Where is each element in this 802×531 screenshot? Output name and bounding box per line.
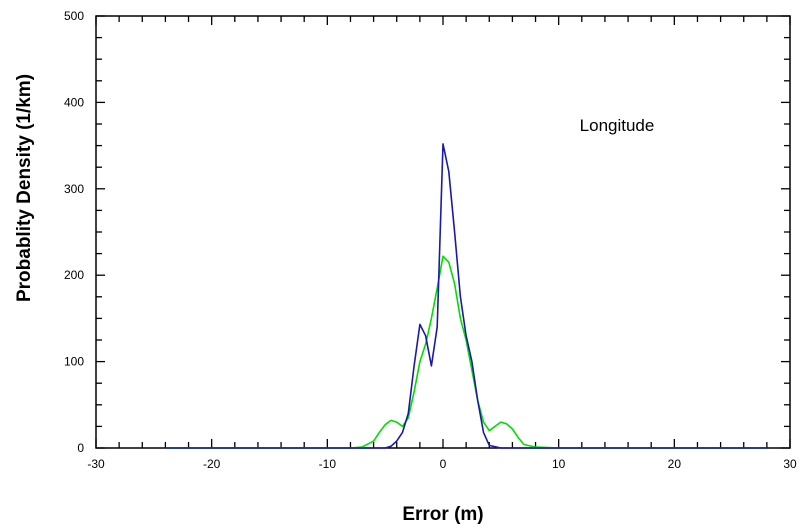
x-axis-title: Error (m) <box>402 504 483 525</box>
x-tick-label: -20 <box>203 457 221 471</box>
y-tick-label: 200 <box>64 268 84 282</box>
x-tick-label: 10 <box>552 457 566 471</box>
series-line-1 <box>165 255 767 449</box>
series-line-2 <box>165 143 767 449</box>
x-tick-label: -30 <box>87 457 105 471</box>
y-tick-label: 100 <box>64 355 84 369</box>
y-tick-label: 0 <box>77 441 84 455</box>
x-tick-label: 20 <box>668 457 682 471</box>
y-axis-title: Probablity Density (1/km) <box>14 74 35 302</box>
x-tick-labels: -30 -20 -10 0 10 20 30 <box>87 457 797 471</box>
series-layer <box>165 143 767 449</box>
y-tick-label: 500 <box>64 9 84 23</box>
y-tick-labels: 0 100 200 300 400 500 <box>64 9 84 455</box>
x-tick-label: 0 <box>440 457 447 471</box>
x-tick-label: -10 <box>319 457 337 471</box>
y-tick-label: 300 <box>64 182 84 196</box>
x-tick-label: 30 <box>783 457 797 471</box>
plot-border <box>95 15 791 449</box>
plot-frame <box>95 15 791 449</box>
axis-ticks <box>95 15 791 449</box>
y-tick-label: 400 <box>64 95 84 109</box>
annotation-longitude: Longitude <box>580 116 655 135</box>
